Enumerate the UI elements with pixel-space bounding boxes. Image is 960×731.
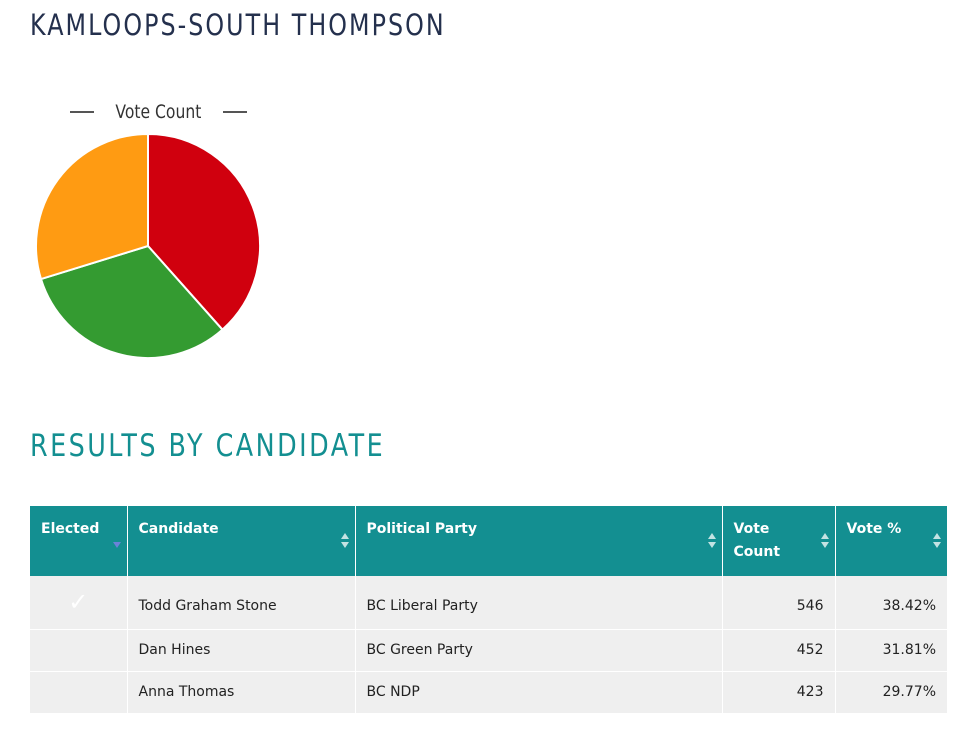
- legend-line-right: [222, 111, 247, 113]
- header-party-label: Political Party: [366, 521, 477, 537]
- header-vote-count[interactable]: Vote Count: [722, 506, 836, 576]
- vote-pct: 31.81%: [835, 629, 947, 672]
- party-name: BC Liberal Party: [355, 576, 723, 630]
- pie-slice-dan-hines[interactable]: [39, 244, 224, 359]
- header-elected[interactable]: Elected: [30, 506, 128, 576]
- pie-slice-anna-thomas[interactable]: [35, 132, 149, 281]
- legend-line-left: [70, 111, 94, 113]
- chart-legend[interactable]: Vote Count: [70, 99, 247, 125]
- elected-check-icon: ✓: [30, 576, 128, 630]
- vote-pie-chart: [35, 132, 261, 359]
- header-vote-pct[interactable]: Vote %: [835, 506, 947, 576]
- table-header-row: Elected Candidate Political Party Vote C…: [30, 506, 947, 576]
- header-candidate-label: Candidate: [138, 521, 219, 537]
- vote-pct: 29.77%: [835, 671, 947, 714]
- party-name: BC Green Party: [355, 629, 723, 672]
- sort-icon: [820, 533, 829, 551]
- vote-count: 452: [722, 629, 836, 672]
- sort-icon: [707, 533, 716, 551]
- candidate-name: Anna Thomas: [127, 671, 356, 714]
- section-title: RESULTS BY CANDIDATE: [30, 428, 386, 464]
- pie-slice-todd-graham-stone[interactable]: [147, 132, 261, 332]
- table-row: ✓ Todd Graham Stone BC Liberal Party 546…: [30, 576, 947, 630]
- table-row: Dan Hines BC Green Party 452 31.81%: [30, 629, 947, 672]
- elected-cell: [30, 629, 128, 672]
- vote-pct: 38.42%: [835, 576, 947, 630]
- vote-count: 423: [722, 671, 836, 714]
- table-row: Anna Thomas BC NDP 423 29.77%: [30, 671, 947, 714]
- header-vote-pct-label: Vote %: [846, 521, 902, 537]
- vote-count: 546: [722, 576, 836, 630]
- header-elected-label: Elected: [41, 521, 100, 537]
- district-title: KAMLOOPS-SOUTH THOMPSON: [30, 8, 446, 42]
- header-candidate[interactable]: Candidate: [127, 506, 356, 576]
- candidate-name: Todd Graham Stone: [127, 576, 356, 630]
- sort-desc-icon: [112, 542, 121, 548]
- header-party[interactable]: Political Party: [355, 506, 723, 576]
- elected-cell: [30, 671, 128, 714]
- legend-label: Vote Count: [115, 101, 202, 123]
- sort-icon: [933, 533, 941, 551]
- party-name: BC NDP: [355, 671, 723, 714]
- candidate-name: Dan Hines: [127, 629, 356, 672]
- sort-icon: [340, 533, 349, 551]
- results-table: Elected Candidate Political Party Vote C…: [30, 506, 947, 714]
- header-vote-count-label: Vote Count: [733, 521, 781, 560]
